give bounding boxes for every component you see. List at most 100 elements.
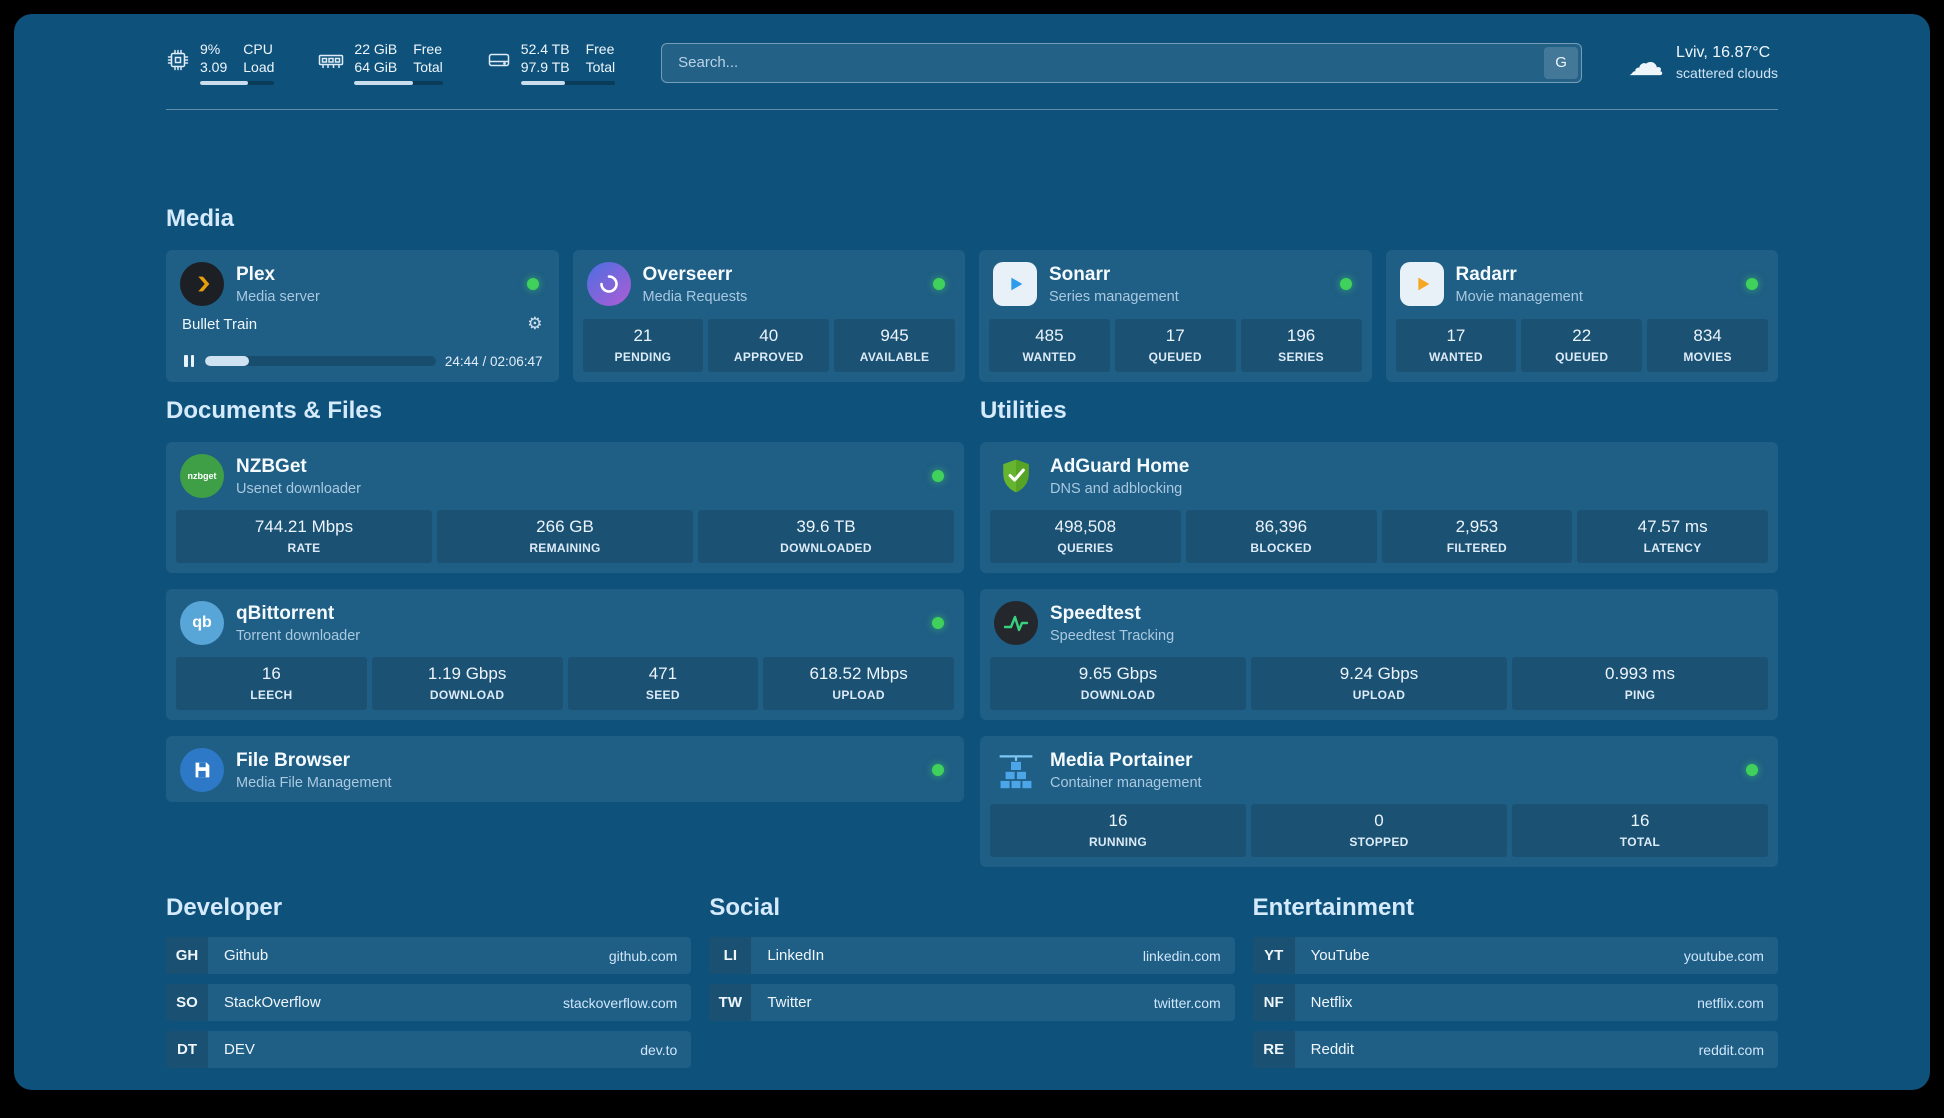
documents-section-title: Documents & Files bbox=[166, 397, 383, 424]
pause-button[interactable] bbox=[182, 353, 196, 369]
app-card-radarr[interactable]: Radarr Movie management 17 WANTED 22 QUE… bbox=[1385, 250, 1778, 382]
entertainment-group-title: Entertainment bbox=[1252, 894, 1415, 921]
stat-rate: 744.21 Mbps RATE bbox=[176, 510, 432, 563]
github-abbr-icon: GH bbox=[166, 937, 208, 974]
stat-queries: 498,508 QUERIES bbox=[990, 510, 1181, 563]
app-name: Radarr bbox=[1455, 263, 1517, 285]
memory-total-value: 64 GiB bbox=[354, 59, 398, 75]
memory-widget: 22 GiB 64 GiB Free Total bbox=[318, 40, 443, 85]
stat-downloaded: 39.6 TB DOWNLOADED bbox=[698, 510, 954, 563]
youtube-abbr-icon: YT bbox=[1252, 937, 1295, 974]
app-name: Speedtest bbox=[1050, 602, 1141, 624]
stat-available: 945 AVAILABLE bbox=[834, 319, 955, 372]
system-widgets: 9% 3.09 CPU Load bbox=[166, 40, 616, 85]
now-playing-title: Bullet Train bbox=[182, 315, 258, 333]
app-subtitle: Media server bbox=[236, 288, 320, 305]
bookmark-github[interactable]: GH Github github.com bbox=[166, 937, 692, 974]
header-divider bbox=[166, 109, 1778, 110]
app-name: Media Portainer bbox=[1050, 749, 1193, 771]
stat-latency: 47.57 ms LATENCY bbox=[1577, 510, 1768, 563]
search-engine-button[interactable]: G bbox=[1544, 46, 1579, 79]
app-card-filebrowser[interactable]: File Browser Media File Management bbox=[166, 736, 964, 802]
app-card-overseerr[interactable]: Overseerr Media Requests 21 PENDING 40 A… bbox=[572, 250, 965, 382]
app-name: qBittorrent bbox=[236, 602, 335, 624]
stat-wanted: 17 WANTED bbox=[1395, 319, 1517, 372]
portainer-crane-icon bbox=[994, 748, 1038, 792]
app-subtitle: Media File Management bbox=[236, 774, 392, 791]
bookmark-group-developer: Developer GH Github github.com SO StackO… bbox=[166, 893, 692, 1078]
app-subtitle: DNS and adblocking bbox=[1050, 480, 1183, 497]
social-group-title: Social bbox=[709, 894, 781, 921]
disk-free-value: 52.4 TB bbox=[520, 41, 570, 57]
cpu-load-value: 3.09 bbox=[200, 59, 228, 75]
cpu-progress-bar bbox=[200, 81, 275, 85]
bookmark-netflix[interactable]: NF Netflix netflix.com bbox=[1252, 984, 1778, 1021]
memory-free-value: 22 GiB bbox=[354, 41, 398, 57]
status-dot bbox=[932, 764, 944, 776]
stat-approved: 40 APPROVED bbox=[708, 319, 830, 372]
app-card-adguard[interactable]: AdGuard Home DNS and adblocking 498,508 … bbox=[980, 442, 1778, 573]
nzbget-icon: nzbget bbox=[180, 454, 224, 498]
stat-queued: 17 QUEUED bbox=[1114, 319, 1236, 372]
reddit-abbr-icon: RE bbox=[1252, 1031, 1295, 1068]
app-subtitle: Speedtest Tracking bbox=[1050, 627, 1175, 644]
app-card-qbittorrent[interactable]: qb qBittorrent Torrent downloader 16 LEE… bbox=[166, 589, 964, 720]
bookmarks: Developer GH Github github.com SO StackO… bbox=[166, 893, 1778, 1078]
status-dot bbox=[1746, 764, 1758, 776]
stat-leech: 16 LEECH bbox=[176, 657, 367, 710]
app-card-sonarr[interactable]: Sonarr Series management 485 WANTED 17 Q… bbox=[979, 250, 1372, 382]
stackoverflow-abbr-icon: SO bbox=[166, 984, 208, 1021]
stat-download: 1.19 Gbps DOWNLOAD bbox=[371, 657, 563, 710]
gear-icon[interactable]: ⚙ bbox=[527, 314, 543, 333]
app-card-plex[interactable]: Plex Media server Bullet Train ⚙ 24:44 /… bbox=[166, 250, 559, 382]
filebrowser-icon bbox=[180, 748, 224, 792]
sonarr-icon bbox=[993, 262, 1037, 306]
utilities-section-title: Utilities bbox=[980, 397, 1067, 424]
bookmark-stackoverflow[interactable]: SO StackOverflow stackoverflow.com bbox=[166, 984, 692, 1021]
middle-columns: Documents & Files nzbget NZBGet Usenet d… bbox=[166, 396, 1778, 867]
cloud-icon: ☁ bbox=[1628, 41, 1665, 83]
adguard-shield-icon bbox=[994, 454, 1038, 498]
radarr-icon bbox=[1399, 262, 1444, 306]
playback-time: 24:44 / 02:06:47 bbox=[444, 353, 543, 369]
cpu-label: CPU bbox=[243, 41, 273, 57]
status-dot bbox=[526, 278, 539, 290]
weather-location: Lviv, 16.87°C bbox=[1676, 44, 1771, 61]
search-input[interactable] bbox=[661, 42, 1583, 83]
cpu-usage-value: 9% bbox=[200, 41, 221, 57]
bookmark-twitter[interactable]: TW Twitter twitter.com bbox=[709, 984, 1235, 1021]
app-name: Plex bbox=[236, 263, 276, 285]
app-card-speedtest[interactable]: Speedtest Speedtest Tracking 9.65 Gbps D… bbox=[980, 589, 1778, 720]
search: G bbox=[661, 42, 1583, 83]
app-card-portainer[interactable]: Media Portainer Container management 16 … bbox=[980, 736, 1778, 867]
section-utilities: Utilities AdGuard Home DNS and adblockin… bbox=[980, 396, 1778, 867]
stat-series: 196 SERIES bbox=[1240, 319, 1362, 372]
bookmark-youtube[interactable]: YT YouTube youtube.com bbox=[1252, 937, 1778, 974]
stat-upload: 618.52 Mbps UPLOAD bbox=[763, 657, 954, 710]
bookmark-reddit[interactable]: RE Reddit reddit.com bbox=[1252, 1031, 1778, 1068]
app-subtitle: Usenet downloader bbox=[236, 480, 361, 497]
playback-progress[interactable] bbox=[205, 356, 436, 366]
disk-progress-bar bbox=[520, 81, 616, 85]
app-card-nzbget[interactable]: nzbget NZBGet Usenet downloader 744.21 M… bbox=[166, 442, 964, 573]
stat-movies: 834 MOVIES bbox=[1647, 319, 1768, 372]
section-documents: Documents & Files nzbget NZBGet Usenet d… bbox=[166, 396, 964, 867]
bookmark-linkedin[interactable]: LI LinkedIn linkedin.com bbox=[709, 937, 1235, 974]
disk-free-label: Free bbox=[585, 41, 615, 57]
dashboard: 9% 3.09 CPU Load bbox=[14, 14, 1930, 1090]
bookmark-dev[interactable]: DT DEV dev.to bbox=[166, 1031, 692, 1068]
stat-ping: 0.993 ms PING bbox=[1512, 657, 1768, 710]
bookmark-group-social: Social LI LinkedIn linkedin.com TW Twitt… bbox=[709, 893, 1235, 1031]
top-bar: 9% 3.09 CPU Load bbox=[166, 40, 1778, 85]
app-subtitle: Container management bbox=[1050, 774, 1202, 791]
disk-widget: 52.4 TB 97.9 TB Free Total bbox=[487, 40, 616, 85]
speedtest-icon bbox=[994, 601, 1038, 645]
netflix-abbr-icon: NF bbox=[1252, 984, 1295, 1021]
bookmark-group-entertainment: Entertainment YT YouTube youtube.com NF … bbox=[1252, 893, 1778, 1078]
overseerr-icon bbox=[586, 262, 631, 306]
plex-icon bbox=[180, 262, 224, 306]
app-name: File Browser bbox=[236, 749, 351, 771]
app-subtitle: Media Requests bbox=[642, 288, 748, 305]
stat-stopped: 0 STOPPED bbox=[1251, 804, 1507, 857]
cpu-chip-icon bbox=[166, 48, 190, 72]
